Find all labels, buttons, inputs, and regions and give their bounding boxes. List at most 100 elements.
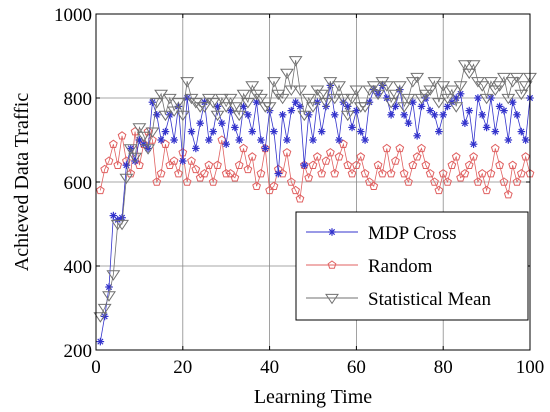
- data-point-random: [490, 143, 500, 153]
- data-point-mdp-cross: [317, 127, 326, 136]
- data-point-statistical-mean: [327, 93, 342, 105]
- data-point-random: [408, 160, 418, 169]
- data-point-mdp-cross: [170, 136, 178, 144]
- data-point-random: [395, 143, 405, 153]
- data-point-statistical-mean: [340, 110, 355, 122]
- data-point-random: [308, 160, 318, 169]
- y-tick-label: 600: [64, 173, 93, 194]
- data-point-random: [226, 168, 235, 178]
- data-point-random: [369, 181, 379, 190]
- data-point-random: [417, 143, 426, 153]
- data-point-random: [325, 147, 335, 157]
- x-axis-label: Learning Time: [254, 386, 372, 408]
- data-point-random: [269, 181, 279, 190]
- data-point-statistical-mean: [171, 98, 186, 109]
- data-point-mdp-cross: [296, 102, 304, 111]
- data-point-mdp-cross: [218, 119, 226, 127]
- data-point-statistical-mean: [414, 93, 429, 105]
- data-point-statistical-mean: [488, 85, 503, 96]
- data-point-mdp-cross: [270, 127, 278, 136]
- data-point-mdp-cross: [196, 119, 204, 127]
- data-point-mdp-cross: [187, 127, 196, 136]
- data-point-statistical-mean: [358, 102, 373, 113]
- data-point-random: [399, 168, 409, 178]
- data-point-statistical-mean: [93, 312, 108, 323]
- legend-marker-mdp-cross: [328, 228, 336, 236]
- data-point-random: [434, 185, 444, 195]
- data-point-statistical-mean: [245, 81, 260, 92]
- data-point-random: [221, 168, 231, 178]
- data-point-statistical-mean: [492, 81, 507, 92]
- data-point-statistical-mean: [288, 56, 303, 67]
- data-point-statistical-mean: [397, 102, 412, 113]
- data-point-random: [447, 160, 457, 169]
- data-point-random: [456, 173, 465, 182]
- data-point-random: [469, 152, 478, 161]
- data-point-mdp-cross: [435, 127, 443, 136]
- data-point-random: [482, 185, 491, 195]
- data-point-mdp-cross: [365, 98, 374, 106]
- data-point-statistical-mean: [392, 81, 407, 92]
- x-tick-label: 100: [516, 357, 545, 378]
- data-point-statistical-mean: [102, 291, 116, 302]
- data-point-random: [477, 168, 487, 178]
- data-point-random: [108, 139, 118, 148]
- data-point-statistical-mean: [440, 93, 455, 105]
- data-point-mdp-cross: [439, 111, 447, 119]
- data-point-statistical-mean: [366, 81, 381, 92]
- data-point-random: [100, 164, 110, 174]
- data-point-random: [169, 156, 179, 165]
- data-point-random: [195, 173, 205, 182]
- data-point-mdp-cross: [461, 119, 469, 127]
- data-point-random: [182, 177, 192, 186]
- data-point-mdp-cross: [413, 132, 421, 140]
- data-point-mdp-cross: [261, 144, 270, 153]
- data-point-random: [295, 194, 305, 203]
- data-point-statistical-mean: [384, 98, 399, 109]
- data-point-statistical-mean: [223, 93, 238, 105]
- data-point-random: [321, 156, 331, 165]
- series-statistical-mean: [93, 56, 537, 323]
- data-point-mdp-cross: [248, 127, 257, 136]
- data-point-random: [352, 160, 361, 169]
- data-point-statistical-mean: [97, 303, 112, 315]
- data-point-statistical-mean: [232, 110, 247, 122]
- data-point-statistical-mean: [479, 93, 494, 105]
- data-point-statistical-mean: [214, 93, 229, 105]
- data-point-random: [234, 160, 244, 169]
- data-point-random: [412, 152, 422, 161]
- data-point-random: [430, 177, 439, 186]
- data-point-statistical-mean: [388, 89, 403, 101]
- data-point-mdp-cross: [235, 136, 244, 144]
- data-point-statistical-mean: [275, 93, 290, 105]
- data-point-mdp-cross: [274, 169, 283, 178]
- data-point-statistical-mean: [401, 93, 416, 105]
- data-point-statistical-mean: [253, 93, 268, 105]
- data-point-statistical-mean: [410, 72, 425, 84]
- data-point-random: [356, 152, 366, 161]
- data-point-random: [404, 177, 413, 186]
- data-point-mdp-cross: [504, 136, 513, 144]
- data-point-mdp-cross: [409, 98, 417, 106]
- data-point-random: [347, 168, 357, 178]
- data-point-statistical-mean: [510, 72, 524, 84]
- data-point-mdp-cross: [157, 136, 165, 144]
- data-point-statistical-mean: [123, 144, 138, 155]
- data-point-random: [187, 156, 196, 165]
- data-point-random: [286, 177, 296, 186]
- data-point-statistical-mean: [106, 270, 121, 281]
- data-point-statistical-mean: [262, 102, 277, 113]
- data-point-statistical-mean: [141, 144, 156, 155]
- data-point-mdp-cross: [278, 111, 287, 119]
- data-point-random: [438, 168, 448, 178]
- data-point-statistical-mean: [371, 89, 386, 101]
- legend: MDP Cross Random Statistical Mean: [295, 211, 529, 321]
- data-point-statistical-mean: [349, 85, 364, 96]
- data-point-mdp-cross: [478, 111, 487, 119]
- data-point-random: [291, 185, 301, 195]
- data-point-random: [156, 168, 166, 178]
- data-point-mdp-cross: [487, 94, 495, 102]
- data-point-statistical-mean: [457, 60, 472, 71]
- data-point-mdp-cross: [122, 161, 131, 169]
- data-point-mdp-cross: [508, 98, 517, 106]
